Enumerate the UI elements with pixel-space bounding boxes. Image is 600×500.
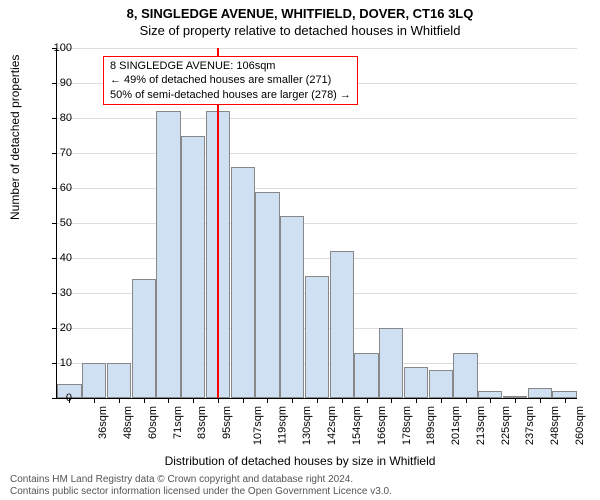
xtick-mark bbox=[441, 398, 442, 403]
ytick-label: 10 bbox=[42, 357, 72, 369]
xtick-label: 142sqm bbox=[326, 406, 338, 445]
xtick-label: 83sqm bbox=[196, 406, 208, 439]
xtick-label: 130sqm bbox=[302, 406, 314, 445]
footer-line-2: Contains public sector information licen… bbox=[10, 486, 590, 498]
ytick-label: 100 bbox=[42, 42, 72, 54]
annotation-line: 8 SINGLEDGE AVENUE: 106sqm bbox=[110, 59, 351, 73]
grid-line bbox=[57, 188, 577, 189]
ytick-label: 20 bbox=[42, 322, 72, 334]
xtick-mark bbox=[218, 398, 219, 403]
annotation-line: 50% of semi-detached houses are larger (… bbox=[110, 88, 351, 102]
xtick-mark bbox=[416, 398, 417, 403]
xtick-label: 225sqm bbox=[500, 406, 512, 445]
grid-line bbox=[57, 118, 577, 119]
ytick-label: 30 bbox=[42, 287, 72, 299]
histogram-bar bbox=[453, 353, 477, 399]
annotation-box: 8 SINGLEDGE AVENUE: 106sqm← 49% of detac… bbox=[103, 56, 358, 105]
chart-container: 8, SINGLEDGE AVENUE, WHITFIELD, DOVER, C… bbox=[0, 0, 600, 500]
histogram-bar bbox=[107, 363, 131, 398]
xtick-label: 107sqm bbox=[252, 406, 264, 445]
footer-line-1: Contains HM Land Registry data © Crown c… bbox=[10, 474, 590, 486]
xtick-label: 237sqm bbox=[524, 406, 536, 445]
histogram-bar bbox=[478, 391, 502, 398]
chart-subtitle: Size of property relative to detached ho… bbox=[0, 21, 600, 38]
grid-line bbox=[57, 153, 577, 154]
xtick-mark bbox=[367, 398, 368, 403]
chart-title: 8, SINGLEDGE AVENUE, WHITFIELD, DOVER, C… bbox=[0, 0, 600, 21]
xtick-label: 248sqm bbox=[549, 406, 561, 445]
xtick-mark bbox=[193, 398, 194, 403]
xtick-label: 119sqm bbox=[276, 406, 288, 444]
xtick-mark bbox=[565, 398, 566, 403]
xtick-label: 260sqm bbox=[574, 406, 586, 445]
histogram-bar bbox=[156, 111, 180, 398]
histogram-bar bbox=[255, 192, 279, 399]
xtick-label: 178sqm bbox=[401, 406, 413, 445]
xtick-mark bbox=[317, 398, 318, 403]
ytick-label: 0 bbox=[42, 392, 72, 404]
grid-line bbox=[57, 48, 577, 49]
ytick-label: 90 bbox=[42, 77, 72, 89]
xtick-mark bbox=[144, 398, 145, 403]
xtick-mark bbox=[119, 398, 120, 403]
xtick-label: 71sqm bbox=[172, 406, 184, 439]
histogram-bar bbox=[404, 367, 428, 399]
y-axis-label: Number of detached properties bbox=[8, 55, 22, 220]
xtick-label: 60sqm bbox=[147, 406, 159, 439]
xtick-label: 154sqm bbox=[351, 406, 363, 445]
chart-area: 8 SINGLEDGE AVENUE: 106sqm← 49% of detac… bbox=[56, 48, 576, 398]
ytick-label: 40 bbox=[42, 252, 72, 264]
histogram-bar bbox=[552, 391, 576, 398]
xtick-mark bbox=[168, 398, 169, 403]
histogram-bar bbox=[354, 353, 378, 399]
histogram-bar bbox=[379, 328, 403, 398]
grid-line bbox=[57, 258, 577, 259]
ytick-label: 60 bbox=[42, 182, 72, 194]
ytick-label: 80 bbox=[42, 112, 72, 124]
xtick-mark bbox=[540, 398, 541, 403]
xtick-mark bbox=[243, 398, 244, 403]
histogram-bar bbox=[305, 276, 329, 399]
histogram-bar bbox=[132, 279, 156, 398]
xtick-label: 166sqm bbox=[376, 406, 388, 445]
xtick-label: 213sqm bbox=[475, 406, 487, 445]
xtick-mark bbox=[515, 398, 516, 403]
xtick-mark bbox=[342, 398, 343, 403]
xtick-label: 48sqm bbox=[122, 406, 134, 439]
xtick-mark bbox=[267, 398, 268, 403]
histogram-bar bbox=[528, 388, 552, 399]
histogram-bar bbox=[429, 370, 453, 398]
xtick-mark bbox=[466, 398, 467, 403]
xtick-label: 95sqm bbox=[221, 406, 233, 439]
footer-attribution: Contains HM Land Registry data © Crown c… bbox=[10, 474, 590, 498]
xtick-label: 36sqm bbox=[97, 406, 109, 439]
x-axis-label: Distribution of detached houses by size … bbox=[0, 454, 600, 468]
annotation-line: ← 49% of detached houses are smaller (27… bbox=[110, 73, 351, 87]
xtick-label: 189sqm bbox=[425, 406, 437, 445]
xtick-mark bbox=[94, 398, 95, 403]
histogram-bar bbox=[181, 136, 205, 399]
xtick-mark bbox=[490, 398, 491, 403]
histogram-bar bbox=[280, 216, 304, 398]
ytick-label: 70 bbox=[42, 147, 72, 159]
grid-line bbox=[57, 223, 577, 224]
histogram-bar bbox=[231, 167, 255, 398]
histogram-bar bbox=[330, 251, 354, 398]
xtick-mark bbox=[292, 398, 293, 403]
plot-area: 8 SINGLEDGE AVENUE: 106sqm← 49% of detac… bbox=[56, 48, 577, 399]
histogram-bar bbox=[82, 363, 106, 398]
xtick-label: 201sqm bbox=[450, 406, 462, 445]
ytick-label: 50 bbox=[42, 217, 72, 229]
xtick-mark bbox=[391, 398, 392, 403]
